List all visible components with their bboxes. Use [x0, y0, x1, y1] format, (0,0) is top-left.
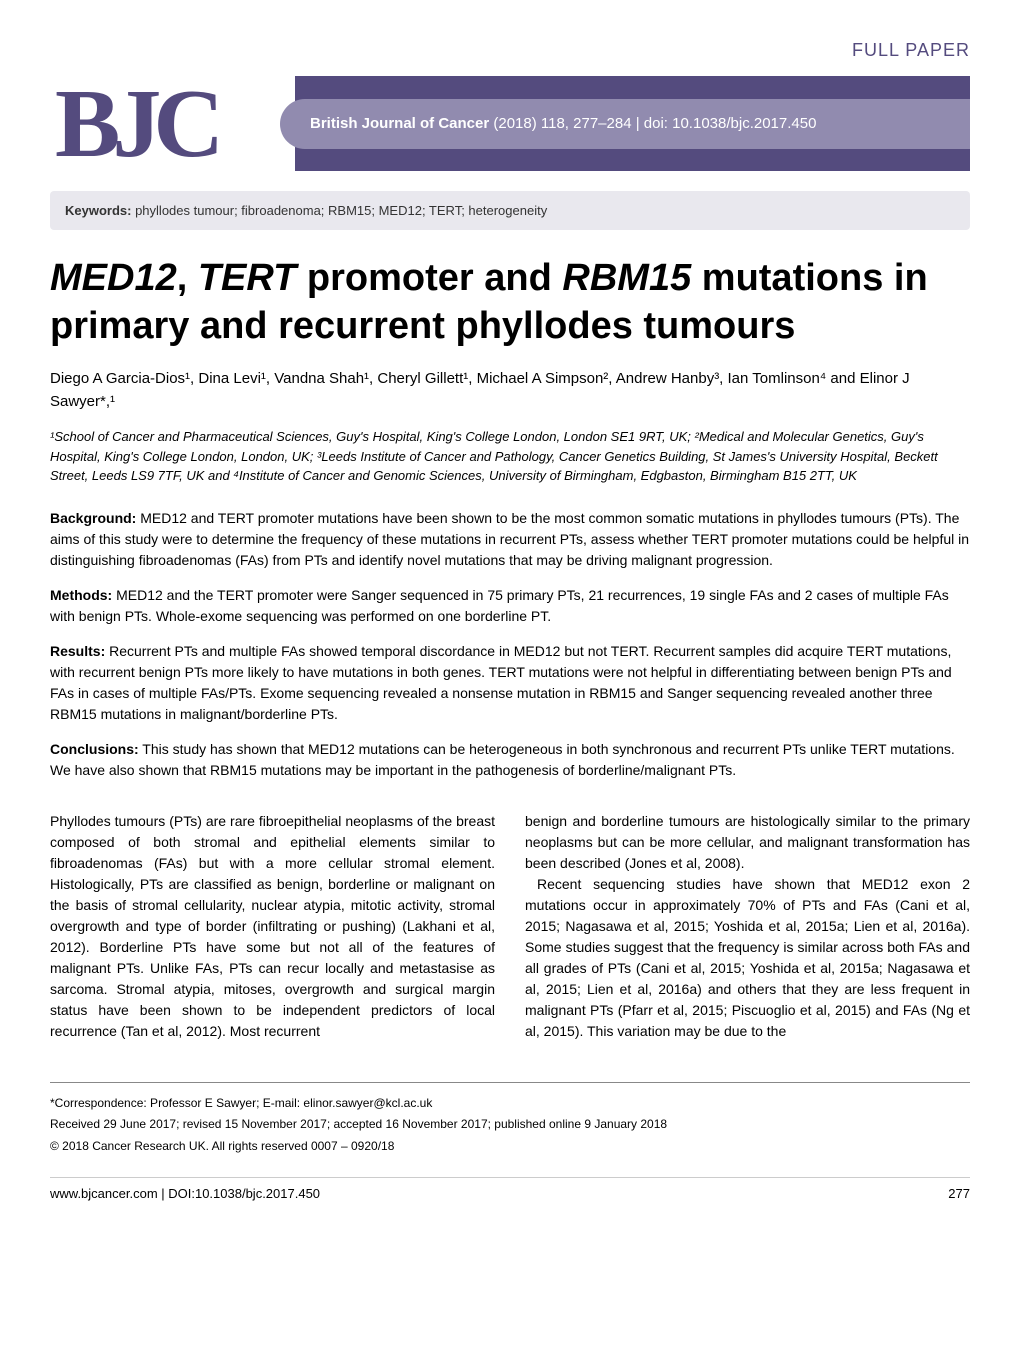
- page-footer: www.bjcancer.com | DOI:10.1038/bjc.2017.…: [50, 1177, 970, 1201]
- footer-info: *Correspondence: Professor E Sawyer; E-m…: [50, 1093, 970, 1158]
- footer-url: www.bjcancer.com | DOI:10.1038/bjc.2017.…: [50, 1186, 320, 1201]
- logo-container: BJC: [50, 76, 295, 171]
- body-p1: Phyllodes tumours (PTs) are rare fibroep…: [50, 811, 495, 1042]
- title-gene3: RBM15: [562, 257, 691, 299]
- keywords-bar: Keywords: phyllodes tumour; fibroadenoma…: [50, 191, 970, 230]
- abstract-background: Background: MED12 and TERT promoter muta…: [50, 508, 970, 571]
- received-dates: Received 29 June 2017; revised 15 Novemb…: [50, 1114, 970, 1136]
- copyright: © 2018 Cancer Research UK. All rights re…: [50, 1136, 970, 1158]
- results-label: Results:: [50, 643, 105, 659]
- abstract: Background: MED12 and TERT promoter muta…: [50, 508, 970, 781]
- page-number: 277: [948, 1186, 970, 1201]
- journal-details: (2018) 118, 277–284 | doi: 10.1038/bjc.2…: [489, 115, 816, 132]
- methods-label: Methods:: [50, 587, 112, 603]
- title-sep1: ,: [177, 257, 198, 299]
- paper-type-label: FULL PAPER: [852, 40, 970, 61]
- body-p2: benign and borderline tumours are histol…: [525, 811, 970, 874]
- abstract-results: Results: Recurrent PTs and multiple FAs …: [50, 641, 970, 725]
- journal-citation: British Journal of Cancer (2018) 118, 27…: [310, 115, 816, 132]
- methods-text: MED12 and the TERT promoter were Sanger …: [50, 587, 949, 624]
- correspondence: *Correspondence: Professor E Sawyer; E-m…: [50, 1093, 970, 1115]
- keywords-label: Keywords:: [65, 203, 131, 218]
- footer-divider: [50, 1082, 970, 1083]
- results-text: Recurrent PTs and multiple FAs showed te…: [50, 643, 952, 722]
- abstract-conclusions: Conclusions: This study has shown that M…: [50, 739, 970, 781]
- left-column: Phyllodes tumours (PTs) are rare fibroep…: [50, 811, 495, 1042]
- journal-logo: BJC: [55, 68, 216, 180]
- affiliations: ¹School of Cancer and Pharmaceutical Sci…: [50, 427, 970, 486]
- background-text: MED12 and TERT promoter mutations have b…: [50, 510, 969, 568]
- background-label: Background:: [50, 510, 136, 526]
- title-gene2: TERT: [198, 257, 297, 299]
- right-column: benign and borderline tumours are histol…: [525, 811, 970, 1042]
- journal-citation-pill: British Journal of Cancer (2018) 118, 27…: [280, 99, 970, 149]
- journal-name: British Journal of Cancer: [310, 115, 489, 132]
- keywords-text: phyllodes tumour; fibroadenoma; RBM15; M…: [131, 203, 547, 218]
- authors-list: Diego A Garcia-Dios¹, Dina Levi¹, Vandna…: [50, 368, 970, 413]
- body-text: Phyllodes tumours (PTs) are rare fibroep…: [50, 811, 970, 1042]
- title-mid: promoter and: [296, 257, 562, 299]
- title-gene1: MED12: [50, 257, 177, 299]
- conclusions-text: This study has shown that MED12 mutation…: [50, 741, 955, 778]
- article-title: MED12, TERT promoter and RBM15 mutations…: [50, 255, 970, 350]
- journal-banner: BJC British Journal of Cancer (2018) 118…: [50, 76, 970, 171]
- conclusions-label: Conclusions:: [50, 741, 139, 757]
- body-p3: Recent sequencing studies have shown tha…: [525, 874, 970, 1042]
- abstract-methods: Methods: MED12 and the TERT promoter wer…: [50, 585, 970, 627]
